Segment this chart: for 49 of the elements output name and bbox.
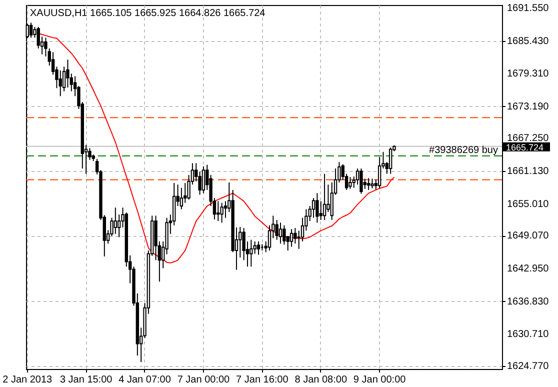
candlestick	[319, 200, 322, 220]
x-tick-label: 9 Jan 00:00	[353, 374, 406, 386]
y-tick-label: 1655.010	[507, 198, 550, 210]
candlestick	[278, 222, 282, 244]
candlestick	[282, 224, 286, 246]
y-tick-label: 1685.430	[507, 36, 550, 47]
candlestick	[360, 168, 363, 194]
candlestick	[366, 178, 370, 190]
candlestick	[220, 202, 224, 224]
x-tick-label: 4 Jan 07:00	[118, 374, 172, 386]
candlestick	[58, 70, 62, 97]
candlestick	[275, 219, 278, 240]
y-tick-label: 1636.830	[507, 296, 550, 308]
y-tick-label: 1691.550	[507, 2, 550, 14]
candlestick	[312, 197, 316, 218]
candlestick	[326, 184, 330, 212]
candlestick	[348, 176, 352, 190]
candlestick	[66, 59, 70, 88]
candlestick	[114, 207, 118, 234]
candlestick	[70, 73, 73, 92]
x-tick-label: 7 Jan 00:00	[177, 374, 230, 386]
candlestick	[322, 173, 326, 220]
candlestick	[256, 240, 260, 256]
x-tick-label: 2 Jan 2013	[2, 374, 53, 386]
ref-line-label: #39386269 buy	[429, 144, 498, 156]
chart-title: XAUUSD,H1 1665.105 1665.925 1664.826 1665.724	[30, 8, 266, 19]
candlestick	[216, 200, 220, 222]
y-tick-label: 1642.950	[507, 263, 550, 274]
y-tick-label: 1679.310	[507, 68, 550, 80]
candlestick	[370, 178, 374, 189]
x-tick-label: 3 Jan 15:00	[60, 374, 113, 386]
candlestick	[117, 214, 121, 238]
candlestick	[388, 147, 392, 174]
y-tick-label: 1649.070	[507, 230, 550, 242]
y-tick-label: 1630.710	[507, 329, 550, 340]
x-tick-label: 7 Jan 16:00	[236, 374, 289, 386]
candlestick	[202, 166, 206, 194]
y-tick-label: 1661.130	[507, 166, 550, 178]
y-tick-label: 1624.770	[507, 360, 550, 372]
candlestick	[29, 22, 33, 38]
ref-line-label: 1665.724	[506, 142, 544, 152]
candlestick	[316, 192, 319, 224]
x-tick-label: 8 Jan 08:00	[294, 374, 348, 386]
y-tick-label: 1667.250	[507, 133, 550, 144]
candlestick	[250, 239, 253, 268]
candlestick	[224, 200, 228, 218]
candlestick	[290, 228, 294, 248]
y-tick-label: 1673.190	[507, 101, 550, 112]
candlestick	[180, 187, 184, 210]
